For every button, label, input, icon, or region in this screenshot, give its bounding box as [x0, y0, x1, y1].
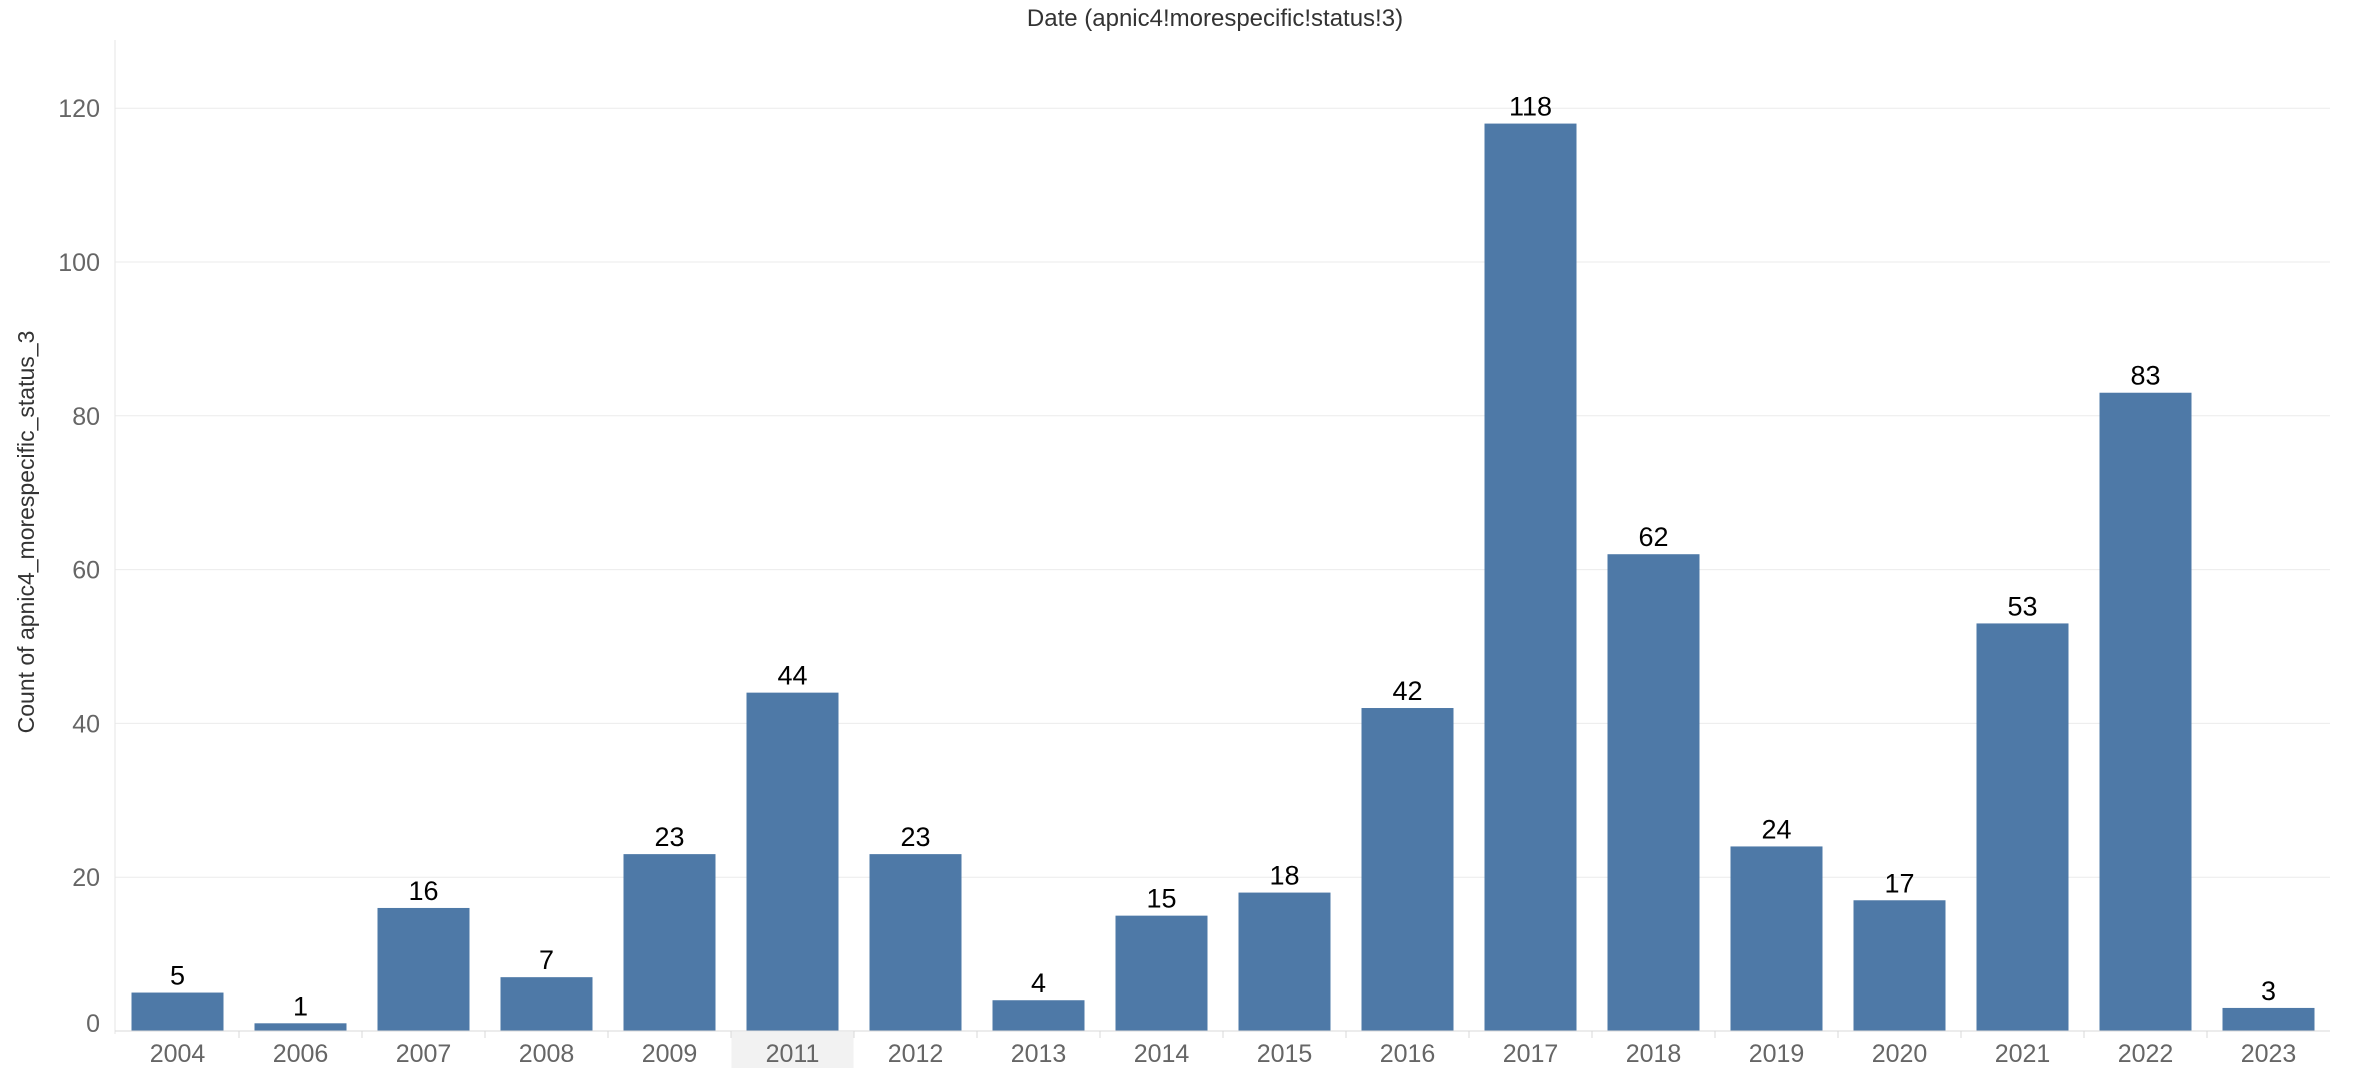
data-labels: 5 1 16 7 23 44 23 4 15 18 42 118 62 24 17 53 83 3	[170, 92, 2276, 1022]
data-label: 4	[1031, 968, 1046, 998]
x-tick-label: 2009	[642, 1040, 698, 1068]
x-tick-label: 2021	[1995, 1040, 2051, 1068]
data-label: 3	[2261, 976, 2276, 1006]
data-label: 23	[654, 822, 684, 852]
y-axis-ticks: 0 20 40 60 80 100 120	[58, 95, 100, 1038]
data-label: 5	[170, 961, 185, 991]
x-tick-label: 2016	[1380, 1040, 1436, 1068]
data-label: 118	[1509, 92, 1552, 122]
bar[interactable]	[1853, 900, 1946, 1031]
data-label: 83	[2130, 361, 2160, 391]
data-label: 1	[293, 991, 308, 1021]
data-label: 17	[1884, 868, 1914, 898]
x-tick-label: 2023	[2241, 1040, 2297, 1068]
x-axis-ticks: 2004 2006 2007 2008 2009 2011 2012 2013 2014 2015…	[150, 1031, 2297, 1068]
y-tick-label: 60	[72, 557, 100, 585]
bar[interactable]	[869, 854, 962, 1031]
x-tick-label: 2019	[1749, 1040, 1805, 1068]
y-tick-label: 120	[58, 95, 100, 123]
data-label: 42	[1392, 676, 1422, 706]
y-tick-label: 80	[72, 403, 100, 431]
x-tick-label: 2007	[396, 1040, 452, 1068]
y-tick-label: 100	[58, 249, 100, 277]
x-tick-label: 2006	[273, 1040, 329, 1068]
data-label: 16	[408, 876, 438, 906]
y-tick-label: 20	[72, 864, 100, 892]
bar[interactable]	[131, 992, 224, 1031]
bar[interactable]	[1730, 846, 1823, 1031]
bar[interactable]	[254, 1023, 347, 1031]
chart-title: Date (apnic4!morespecific!status!3)	[1027, 5, 1403, 32]
y-axis-title: Count of apnic4_morespecific_status_3	[13, 331, 39, 734]
data-label: 44	[777, 661, 807, 691]
x-tick-label: 2013	[1011, 1040, 1067, 1068]
x-tick-label: 2014	[1134, 1040, 1190, 1068]
x-tick-highlight	[731, 1032, 854, 1068]
bar[interactable]	[1361, 708, 1454, 1031]
bar[interactable]	[1484, 123, 1577, 1031]
x-tick-label: 2017	[1503, 1040, 1559, 1068]
x-tick-label: 2011	[766, 1040, 820, 1068]
bar[interactable]	[2099, 392, 2192, 1032]
gridlines	[115, 107, 2330, 878]
bar[interactable]	[1607, 554, 1700, 1031]
bar[interactable]	[623, 854, 716, 1031]
x-tick-label: 2020	[1872, 1040, 1928, 1068]
x-tick-label: 2008	[519, 1040, 575, 1068]
data-label: 23	[900, 822, 930, 852]
highlight-band-layer	[731, 1032, 854, 1068]
bar[interactable]	[377, 907, 470, 1031]
x-tick-label: 2018	[1626, 1040, 1682, 1068]
bar[interactable]	[500, 977, 593, 1031]
data-label: 62	[1638, 522, 1668, 552]
bar[interactable]	[992, 1000, 1085, 1031]
x-tick-label: 2022	[2118, 1040, 2174, 1068]
bars	[131, 123, 2315, 1032]
bar[interactable]	[1238, 892, 1331, 1031]
data-label: 24	[1761, 814, 1791, 844]
x-tick-label: 2012	[888, 1040, 944, 1068]
bar[interactable]	[2222, 1007, 2315, 1031]
y-tick-label: 40	[72, 710, 100, 738]
x-tick-label: 2015	[1257, 1040, 1313, 1068]
data-label: 7	[539, 945, 554, 975]
data-label: 18	[1269, 861, 1299, 891]
x-tick-label: 2004	[150, 1040, 206, 1068]
data-label: 15	[1146, 884, 1176, 914]
bar[interactable]	[746, 692, 839, 1031]
bar[interactable]	[1976, 623, 2069, 1031]
data-label: 53	[2007, 591, 2037, 621]
y-tick-label: 0	[86, 1010, 100, 1038]
bar[interactable]	[1115, 915, 1208, 1031]
